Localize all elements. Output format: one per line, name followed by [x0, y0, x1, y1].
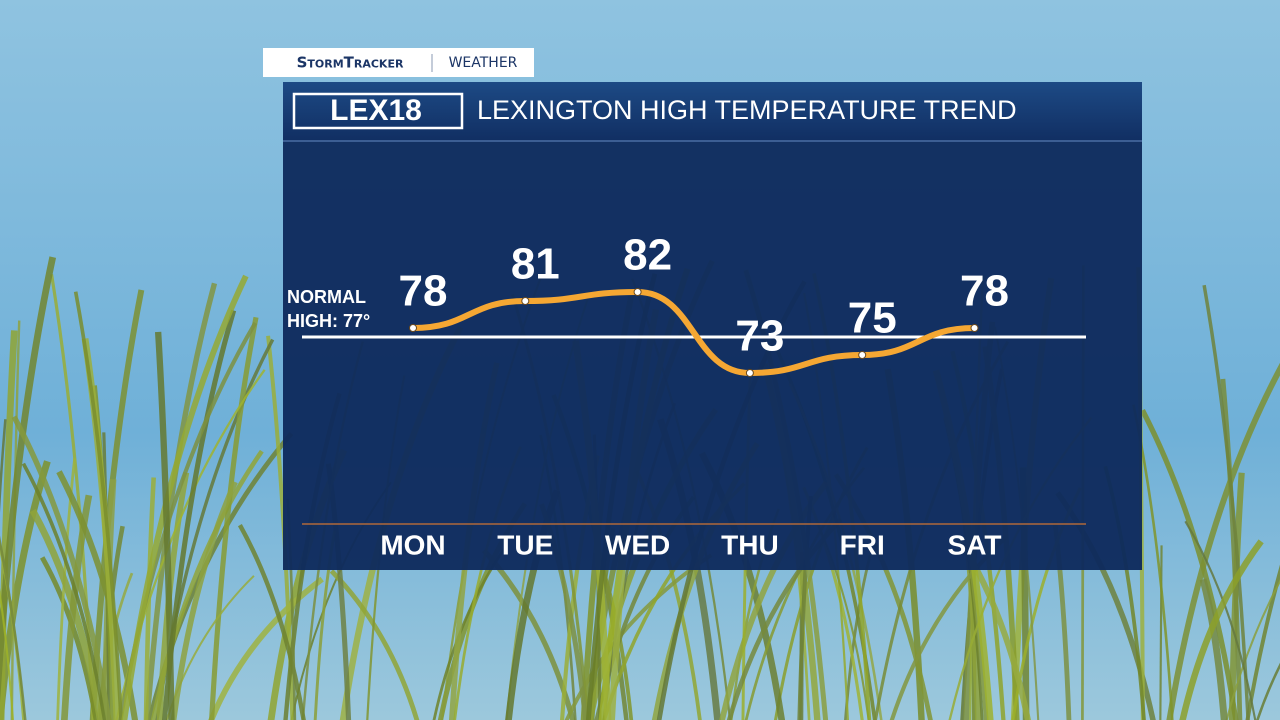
grass-blade: [0, 256, 57, 703]
x-tick-label: FRI: [840, 529, 885, 560]
point: [521, 297, 530, 305]
logo: LEX18: [330, 94, 422, 127]
section: WEATHER: [449, 55, 518, 71]
grass-blade: [1245, 564, 1280, 720]
grass-blade: [1184, 520, 1257, 720]
grass-blade: [208, 576, 324, 720]
point: [970, 324, 979, 332]
grass-blade: [154, 331, 175, 720]
grass-blade: [1202, 284, 1250, 720]
value-label: 81: [511, 240, 560, 289]
brand: StormTracker: [297, 54, 404, 72]
grass-blade: [329, 569, 420, 720]
grass-blade: [1179, 539, 1264, 720]
logo-box: [292, 92, 464, 130]
value-label: 75: [848, 294, 897, 343]
grass-blade: [1159, 545, 1163, 720]
brand-tab: [263, 48, 534, 77]
point: [409, 324, 417, 332]
grass-blade: [61, 494, 93, 720]
value-label: 78: [399, 267, 448, 316]
x-tick-label: MON: [380, 529, 445, 560]
grass-blade: [1199, 578, 1228, 720]
point: [745, 369, 754, 377]
grass-blade: [1256, 662, 1280, 720]
x-tick-label: SAT: [948, 529, 1002, 560]
grass-blade: [0, 535, 27, 720]
grass-blade: [1225, 579, 1280, 720]
normal-label: NORMAL: [287, 287, 366, 307]
x-tick-label: TUE: [497, 529, 553, 560]
grass-blade: [237, 524, 306, 720]
grass-blade: [1140, 409, 1239, 720]
grass-blade: [21, 462, 107, 720]
grass-blade: [40, 556, 99, 720]
trend-line: [410, 288, 978, 377]
point: [858, 351, 867, 359]
grass-blade: [1220, 378, 1243, 720]
grass-blade: [0, 419, 7, 513]
grass-blade: [0, 588, 14, 720]
value-label: 82: [623, 231, 672, 280]
grass-blade: [170, 480, 238, 720]
x-tick-label: THU: [721, 529, 779, 560]
grass-blade: [11, 415, 112, 720]
x-tick-label: WED: [605, 529, 670, 560]
value-label: 73: [735, 312, 784, 361]
grass-blade: [73, 291, 123, 720]
grass-blade: [1166, 362, 1280, 720]
title-bar: [283, 82, 1142, 140]
point: [633, 288, 642, 296]
chart-title: LEXINGTON HIGH TEMPERATURE TREND: [477, 95, 1017, 125]
value-label: 78: [960, 267, 1009, 316]
grass-blade: [121, 274, 249, 720]
normal-label: HIGH: 77°: [287, 311, 370, 331]
